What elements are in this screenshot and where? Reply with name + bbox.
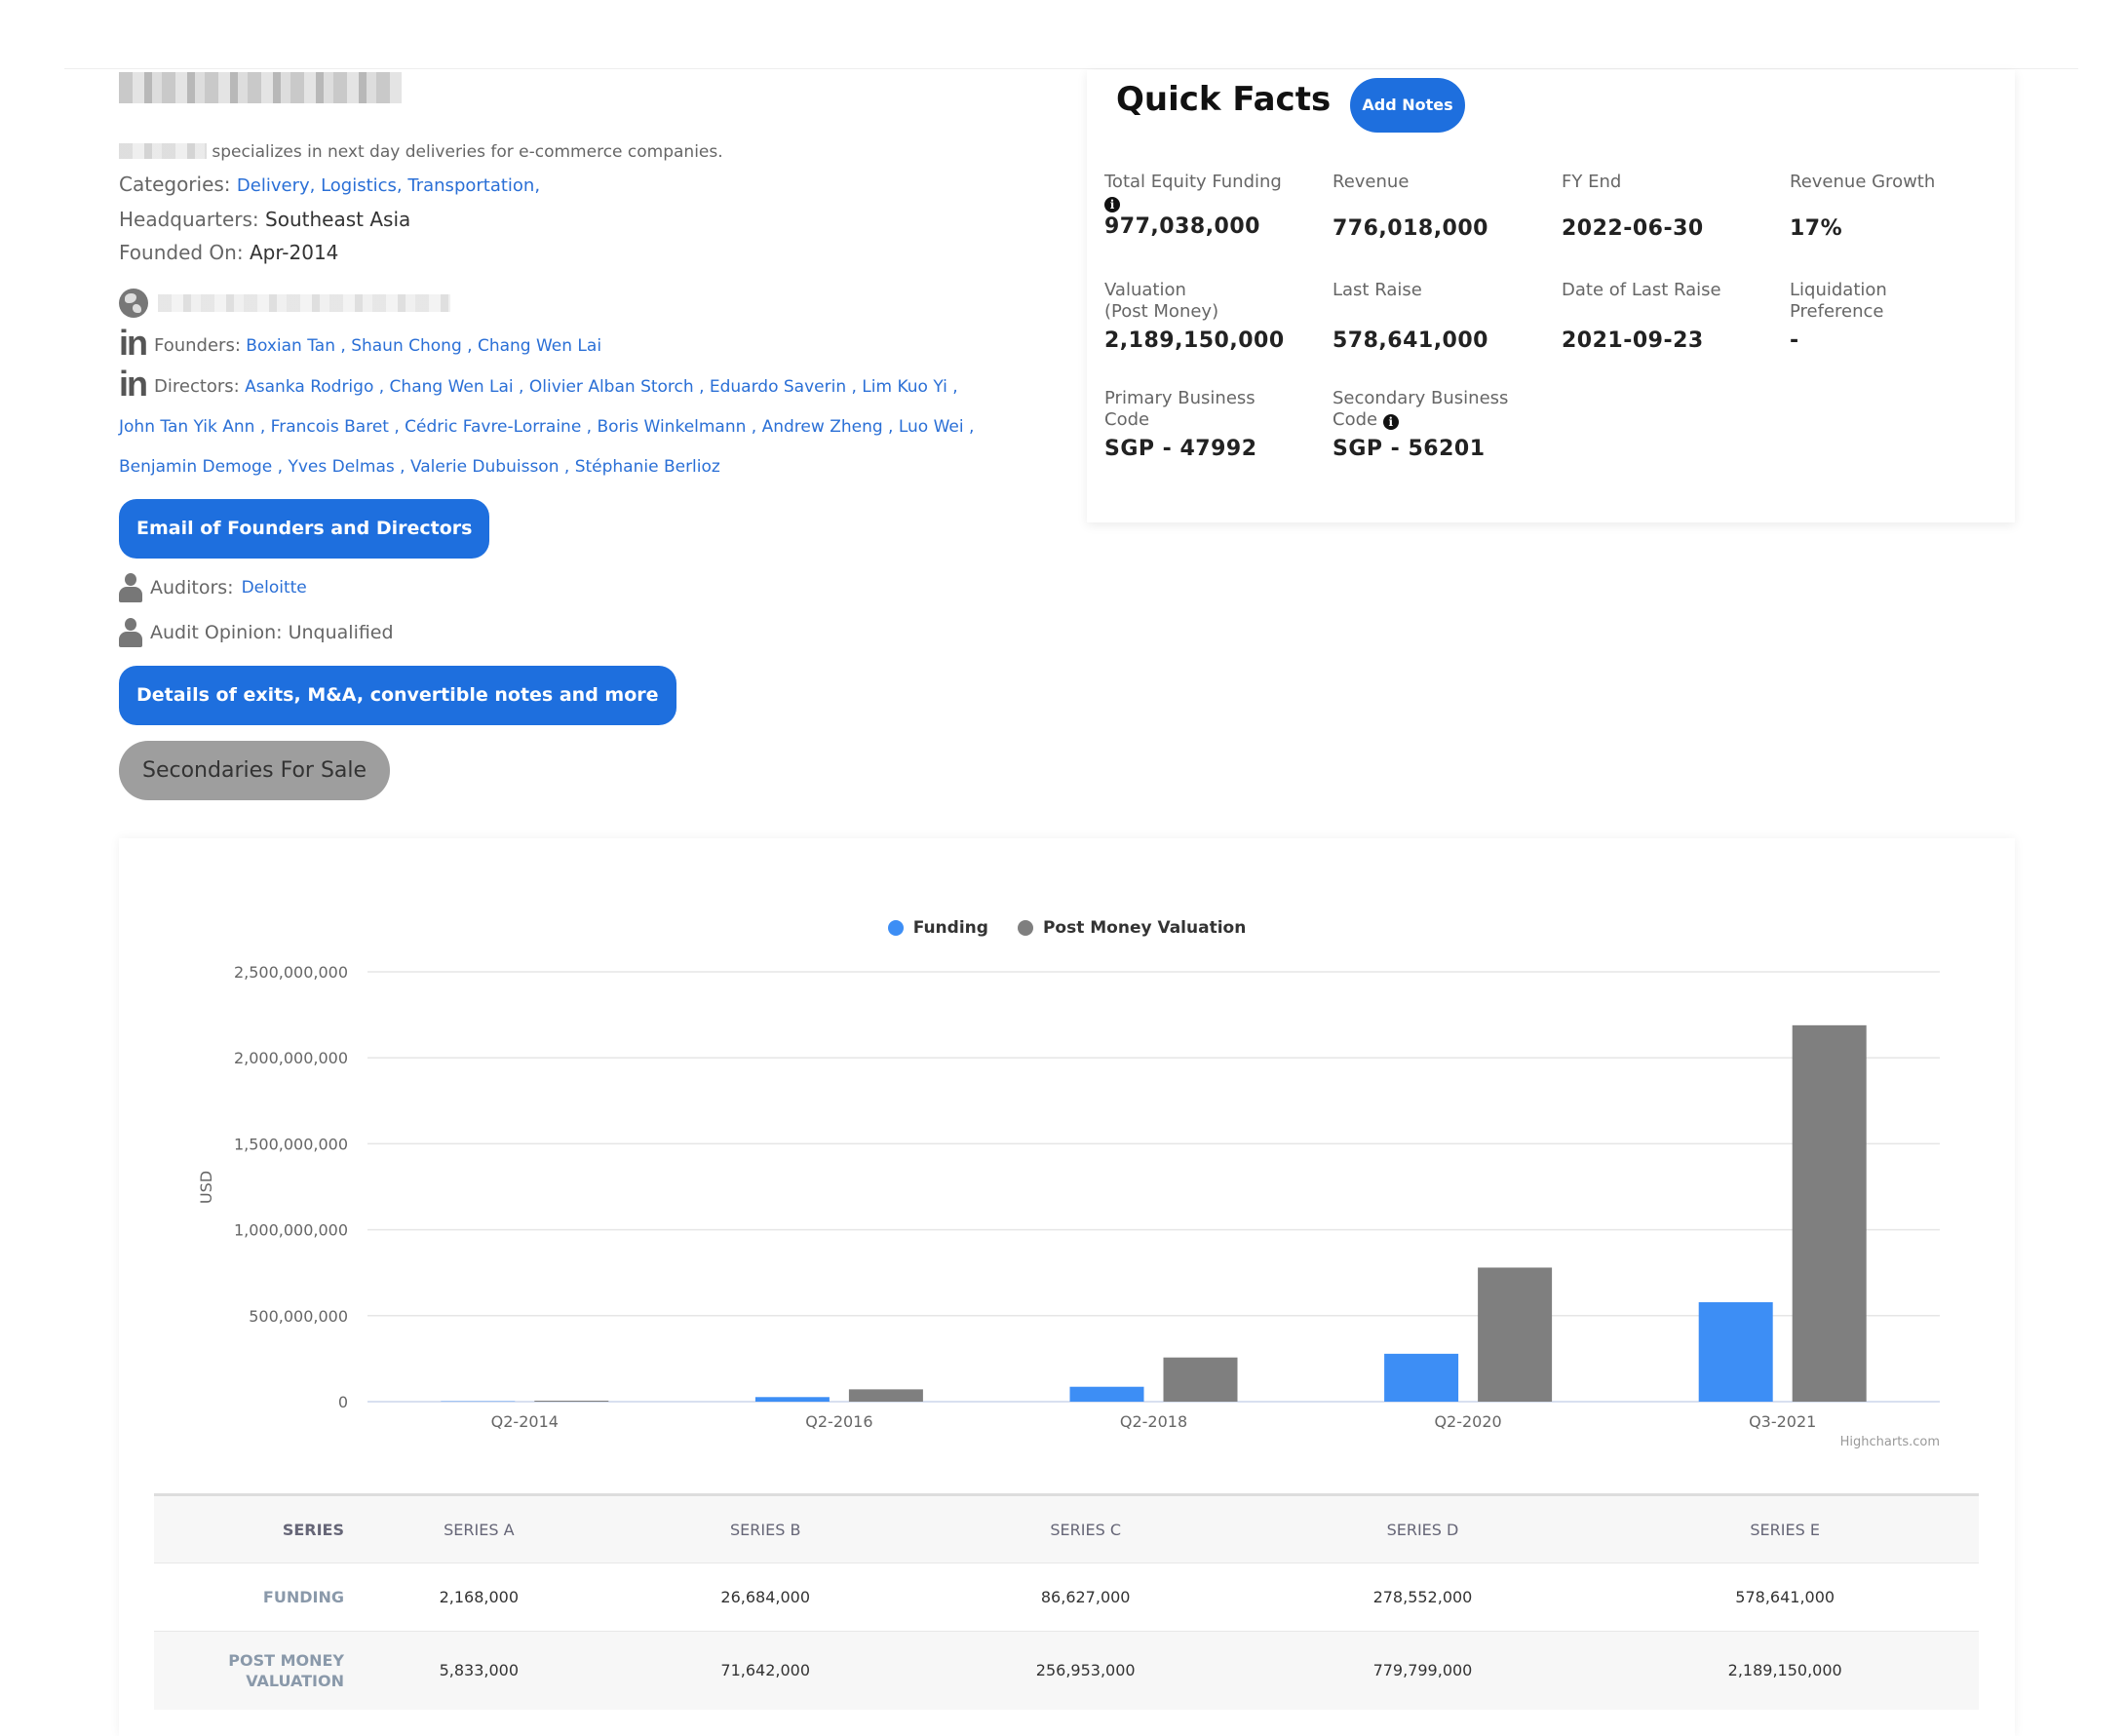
- auditor-link[interactable]: Deloitte: [241, 578, 307, 598]
- row-label-valuation: POST MONEY VALUATION: [228, 1650, 344, 1690]
- linkedin-icon[interactable]: in: [119, 323, 148, 363]
- fact-last-raise: Last Raise 578,641,000: [1333, 280, 1488, 353]
- y-axis-title: USD: [197, 1171, 215, 1204]
- x-tick-label: Q3-2021: [1749, 1412, 1816, 1431]
- table-cell: 2,168,000: [439, 1588, 520, 1606]
- company-description: specializes in next day deliveries for e…: [119, 142, 1055, 162]
- bar-post-money-valuation: [1478, 1267, 1553, 1402]
- fact-secondary-business-code: Secondary Business Code i SGP - 56201: [1333, 388, 1509, 461]
- table-row-funding: FUNDING 2,168,000 26,684,000 86,627,000 …: [154, 1562, 1979, 1632]
- website-link-redacted[interactable]: [158, 294, 450, 312]
- email-founders-button[interactable]: Email of Founders and Directors: [119, 499, 490, 559]
- bar-funding: [1069, 1386, 1144, 1402]
- x-tick-label: Q2-2020: [1434, 1412, 1501, 1431]
- company-name-redacted: [119, 72, 402, 103]
- x-tick-label: Q2-2018: [1120, 1412, 1187, 1431]
- website-row: [119, 289, 1055, 318]
- funding-chart-card: Funding Post Money Valuation 0 500,000,00…: [119, 838, 2015, 1736]
- auditors-row: Auditors: Deloitte: [119, 568, 1055, 607]
- secondaries-for-sale-button[interactable]: Secondaries For Sale: [119, 741, 391, 800]
- bar-funding: [1698, 1301, 1773, 1402]
- directors-row: in Directors: Asanka Rodrigo , Chang Wen…: [119, 364, 958, 404]
- founders-links[interactable]: Boxian Tan , Shaun Chong , Chang Wen Lai: [246, 336, 602, 356]
- founded-row: Founded On: Apr-2014: [119, 241, 339, 264]
- headquarters-row: Headquarters: Southeast Asia: [119, 208, 411, 231]
- person-icon: [119, 573, 142, 602]
- legend-marker-funding: [887, 920, 904, 936]
- table-header-row: SERIES SERIES A SERIES B SERIES C SERIES…: [154, 1494, 1979, 1563]
- chart-legend: Funding Post Money Valuation: [119, 918, 2015, 938]
- categories-links[interactable]: Delivery, Logistics, Transportation,: [236, 175, 541, 196]
- x-tick-label: Q2-2014: [491, 1412, 559, 1431]
- fact-fy-end: FY End 2022-06-30: [1562, 172, 1704, 241]
- audit-opinion-row: Audit Opinion: Unqualified: [119, 613, 1055, 652]
- table-cell: 779,799,000: [1372, 1661, 1473, 1680]
- bar-funding: [1384, 1353, 1459, 1402]
- table-cell: 278,552,000: [1372, 1588, 1473, 1606]
- y-tick-label: 2,000,000,000: [234, 1049, 348, 1067]
- table-cell: 5,833,000: [439, 1661, 520, 1680]
- directors-links-1[interactable]: Asanka Rodrigo , Chang Wen Lai , Olivier…: [245, 377, 958, 397]
- fact-revenue: Revenue 776,018,000: [1333, 172, 1488, 241]
- table-cell: 26,684,000: [720, 1588, 811, 1606]
- x-tick-label: Q2-2016: [805, 1412, 872, 1431]
- fact-revenue-growth: Revenue Growth 17%: [1790, 172, 1936, 241]
- globe-icon: [119, 289, 148, 318]
- info-icon[interactable]: i: [1382, 414, 1399, 430]
- bar-chart: 0 500,000,000 1,000,000,000 1,500,000,000 2,…: [197, 963, 1940, 1431]
- fact-liquidation-preference: Liquidation Preference -: [1790, 280, 1887, 353]
- linkedin-icon[interactable]: in: [119, 364, 148, 404]
- table-cell: 578,641,000: [1735, 1588, 1835, 1606]
- y-tick-label: 500,000,000: [249, 1307, 348, 1326]
- legend-marker-valuation: [1017, 920, 1033, 936]
- bar-post-money-valuation: [848, 1389, 923, 1402]
- table-header-cell: SERIES B: [729, 1520, 801, 1539]
- table-cell: 256,953,000: [1035, 1661, 1136, 1680]
- legend-item-funding[interactable]: Funding: [887, 918, 988, 938]
- table-cell: 71,642,000: [720, 1661, 811, 1680]
- directors-links-2[interactable]: John Tan Yik Ann , Francois Baret , Cédr…: [119, 417, 975, 437]
- table-header-cell: SERIES A: [444, 1520, 515, 1539]
- quick-facts-card: Quick Facts Add Notes Total Equity Fundi…: [1087, 70, 2015, 522]
- fact-valuation: Valuation (Post Money) 2,189,150,000: [1104, 280, 1285, 353]
- bar-post-money-valuation: [1163, 1357, 1238, 1402]
- bar-post-money-valuation: [1792, 1024, 1867, 1402]
- table-cell: 86,627,000: [1040, 1588, 1131, 1606]
- fact-total-equity-funding: Total Equity Funding i 977,038,000: [1104, 172, 1282, 239]
- company-profile: specializes in next day deliveries for e…: [119, 72, 1055, 800]
- row-label-funding: FUNDING: [262, 1588, 344, 1606]
- table-header-cell: SERIES: [282, 1520, 344, 1539]
- table-cell: 2,189,150,000: [1727, 1661, 1842, 1680]
- categories-row: Categories: Delivery, Logistics, Transpo…: [119, 173, 541, 196]
- table-header-cell: SERIES D: [1386, 1520, 1459, 1539]
- bar-funding: [754, 1397, 830, 1402]
- top-divider: [64, 68, 2078, 69]
- table-header-cell: SERIES C: [1050, 1520, 1121, 1539]
- fact-date-last-raise: Date of Last Raise 2021-09-23: [1562, 280, 1721, 353]
- y-tick-label: 1,000,000,000: [234, 1221, 348, 1240]
- details-exits-button[interactable]: Details of exits, M&A, convertible notes…: [119, 666, 676, 725]
- bar-post-money-valuation: [534, 1400, 609, 1402]
- legend-item-valuation[interactable]: Post Money Valuation: [1017, 918, 1246, 938]
- y-tick-label: 2,500,000,000: [234, 963, 348, 982]
- directors-links-3[interactable]: Benjamin Demoge , Yves Delmas , Valerie …: [119, 457, 720, 477]
- fact-primary-business-code: Primary Business Code SGP - 47992: [1104, 388, 1257, 461]
- add-notes-button[interactable]: Add Notes: [1350, 78, 1465, 133]
- y-tick-label: 0: [338, 1393, 348, 1411]
- table-header-cell: SERIES E: [1750, 1520, 1820, 1539]
- founders-row: in Founders: Boxian Tan , Shaun Chong , …: [119, 323, 602, 363]
- table-row-valuation: POST MONEY VALUATION 5,833,000 71,642,000…: [154, 1631, 1979, 1710]
- y-tick-label: 1,500,000,000: [234, 1135, 348, 1153]
- person-icon: [119, 618, 142, 647]
- chart-credits[interactable]: Highcharts.com: [1839, 1435, 1940, 1449]
- quick-facts-title: Quick Facts: [1116, 80, 1332, 119]
- funding-rounds-table: SERIES SERIES A SERIES B SERIES C SERIES…: [154, 1493, 1979, 1710]
- company-name-inline-redacted: [119, 143, 207, 159]
- info-icon[interactable]: i: [1104, 197, 1120, 212]
